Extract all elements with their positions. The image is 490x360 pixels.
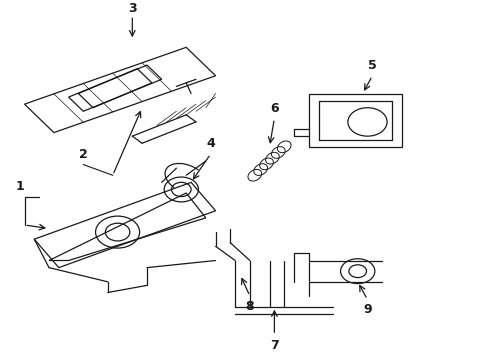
Text: 6: 6: [270, 102, 279, 115]
Text: 9: 9: [363, 303, 372, 316]
Text: 1: 1: [15, 180, 24, 193]
Text: 5: 5: [368, 59, 377, 72]
Text: 2: 2: [79, 148, 88, 161]
Text: 8: 8: [245, 300, 254, 312]
Text: 4: 4: [206, 138, 215, 150]
Text: 3: 3: [128, 3, 137, 15]
Text: 7: 7: [270, 339, 279, 352]
